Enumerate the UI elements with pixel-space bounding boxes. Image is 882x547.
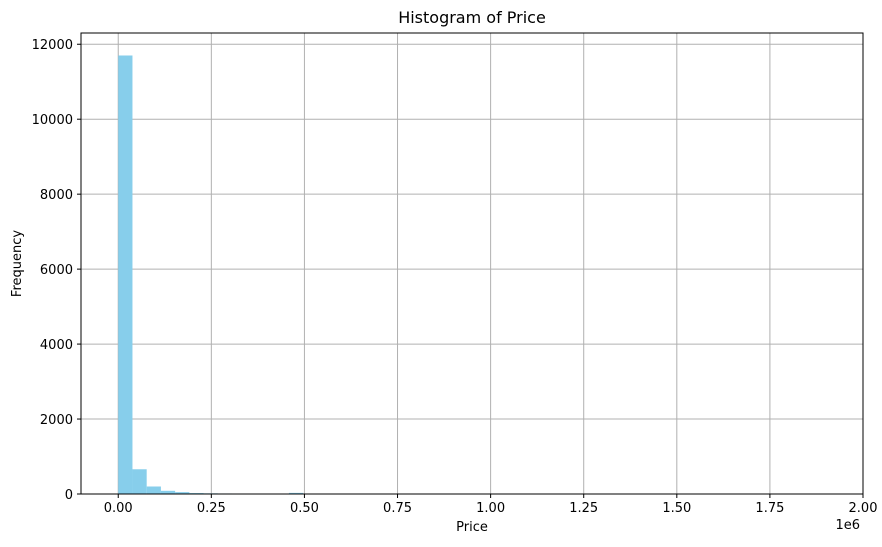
histogram-bar xyxy=(118,55,133,495)
y-tick-label: 0 xyxy=(65,488,73,503)
y-tick-label: 2000 xyxy=(40,413,73,428)
x-tick-label: 0.25 xyxy=(197,501,226,516)
x-tick-label: 0.75 xyxy=(383,501,412,516)
x-tick-label: 1.25 xyxy=(569,501,598,516)
histogram-bar xyxy=(288,492,304,494)
histogram-bar xyxy=(175,492,190,494)
y-tick-label: 6000 xyxy=(40,263,73,278)
x-axis-label: Price xyxy=(456,520,488,535)
x-axis-offset-label: 1e6 xyxy=(835,518,860,533)
histogram-bar xyxy=(160,490,176,494)
x-tick-label: 0.50 xyxy=(290,501,319,516)
histogram-bar xyxy=(146,486,161,494)
x-tick-label: 1.75 xyxy=(755,501,784,516)
plot-frame xyxy=(80,32,864,495)
y-tick-label: 10000 xyxy=(32,113,73,128)
histogram-bar xyxy=(132,469,147,494)
y-tick-label: 12000 xyxy=(32,38,73,53)
y-tick-label: 4000 xyxy=(40,338,73,353)
x-tick-label: 2.00 xyxy=(849,501,878,516)
x-axis-ticks: 0.00 0.25 0.50 0.75 1.00 1.25 1.50 1.75 2.00 xyxy=(104,494,878,516)
x-tick-label: 0.00 xyxy=(104,501,133,516)
chart-title: Histogram of Price xyxy=(398,8,546,27)
x-tick-label: 1.50 xyxy=(662,501,691,516)
y-tick-label: 8000 xyxy=(40,188,73,203)
y-axis-ticks: 0 2000 4000 6000 8000 10000 12000 xyxy=(32,38,81,503)
y-axis-label: Frequency xyxy=(10,230,25,297)
x-tick-label: 1.00 xyxy=(476,501,505,516)
